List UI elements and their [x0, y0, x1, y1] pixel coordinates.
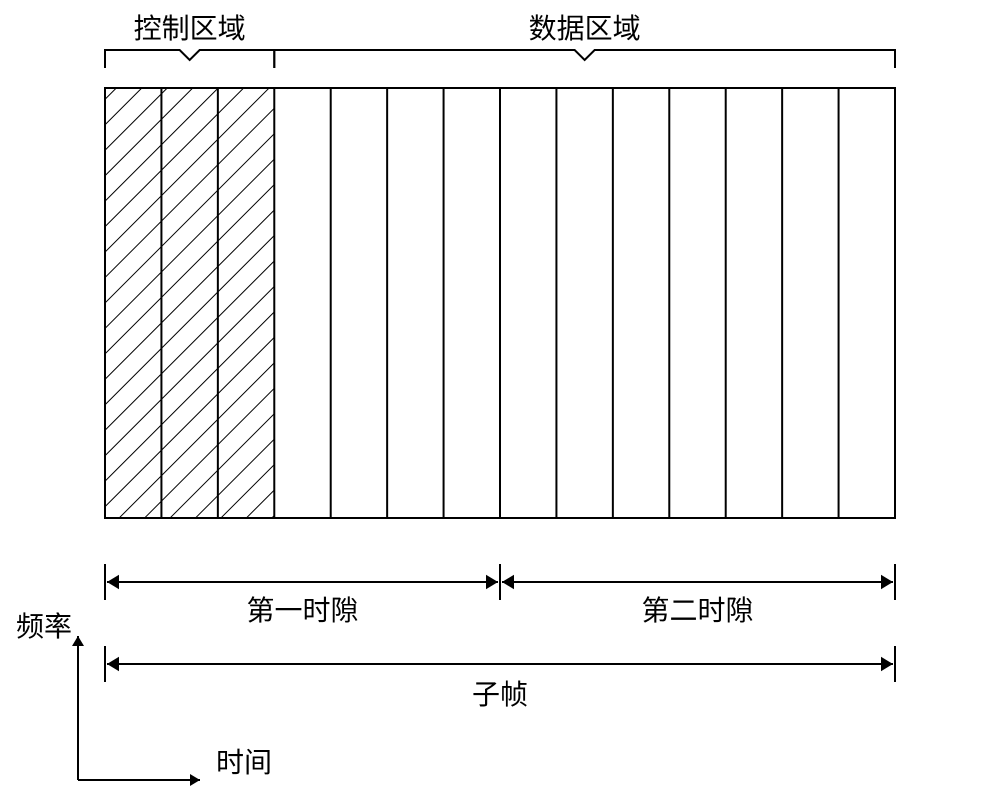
diagram-canvas: 控制区域 数据区域第一时隙 第二时隙子帧 频率时间 [0, 0, 1000, 806]
diagram-svg: 控制区域 数据区域第一时隙 第二时隙子帧 频率时间 [0, 0, 1000, 806]
label-slot2: 第二时隙 [641, 595, 753, 627]
label-freq-axis: 频率 [16, 611, 72, 643]
brace-data [274, 50, 895, 68]
arrow-head [881, 575, 893, 589]
control-region-fill [105, 88, 274, 518]
label-data-region: 数据区域 [529, 13, 641, 45]
label-subframe: 子帧 [472, 679, 528, 711]
arrow-head [502, 575, 514, 589]
arrow-head [486, 575, 498, 589]
label-control-region: 控制区域 [134, 13, 246, 45]
arrow-head [107, 575, 119, 589]
axis-y-arrow [72, 636, 84, 646]
label-slot1: 第一时隙 [246, 595, 358, 627]
brace-control [105, 50, 274, 68]
arrow-head [107, 657, 119, 671]
arrow-head [881, 657, 893, 671]
label-time-axis: 时间 [216, 747, 272, 779]
axis-x-arrow [190, 774, 200, 786]
